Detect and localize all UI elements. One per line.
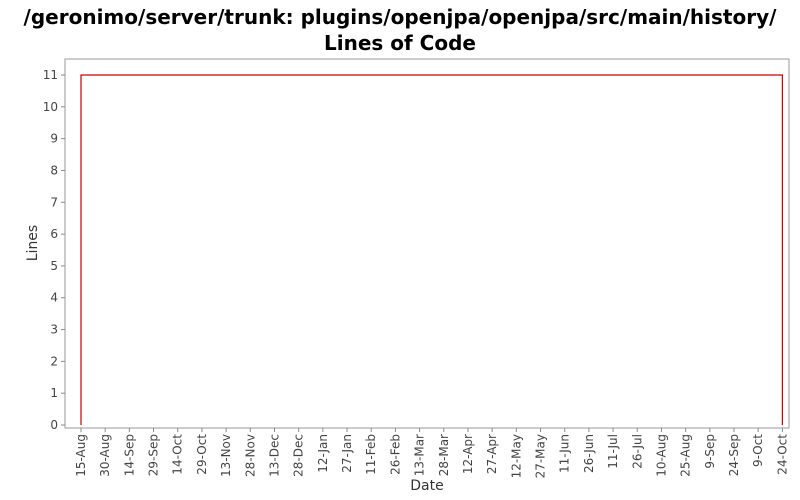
y-axis-title: Lines <box>25 225 41 261</box>
y-tick-label: 7 <box>50 195 58 209</box>
x-tick-label: 14-Oct <box>171 434 185 475</box>
x-tick-label: 12-Jan <box>316 434 330 473</box>
x-axis: 15-Aug 30-Aug 14-Sep 29-Sep 14-Oct 29-Oct 13-N… <box>74 428 789 478</box>
x-tick-label: 11-Jul <box>606 434 620 469</box>
plot-area <box>64 58 790 429</box>
y-tick-label: 11 <box>43 68 58 82</box>
x-tick-label: 11-Jun <box>558 434 572 473</box>
y-tick-label: 3 <box>50 323 58 337</box>
x-tick-label: 9-Sep <box>703 434 717 469</box>
x-tick-label: 25-Aug <box>679 434 693 477</box>
x-tick-label: 29-Oct <box>195 434 209 475</box>
x-tick-label: 28-Mar <box>437 434 451 476</box>
x-tick-label: 9-Oct <box>751 434 765 467</box>
x-tick-label: 28-Dec <box>292 434 306 477</box>
x-tick-label: 10-Aug <box>654 434 668 477</box>
x-tick-label: 14-Sep <box>122 434 136 476</box>
y-tick-label: 0 <box>50 418 58 432</box>
y-tick-label: 10 <box>43 100 58 114</box>
x-tick-label: 27-May <box>534 434 548 478</box>
x-tick-label: 26-Jul <box>630 434 644 469</box>
x-tick-label: 15-Aug <box>74 434 88 477</box>
x-tick-label: 13-Mar <box>413 434 427 476</box>
x-tick-label: 12-May <box>509 434 523 478</box>
x-tick-label: 30-Aug <box>98 434 112 477</box>
x-tick-label: 13-Nov <box>219 434 233 477</box>
y-tick-label: 6 <box>50 227 58 241</box>
x-tick-label: 24-Oct <box>775 434 789 475</box>
x-tick-label: 27-Jan <box>340 434 354 473</box>
series-layer <box>80 74 783 425</box>
y-tick-label: 8 <box>50 163 58 177</box>
y-tick-label: 2 <box>50 354 58 368</box>
x-axis-title: Date <box>410 478 443 494</box>
x-tick-label: 12-Apr <box>461 434 475 474</box>
chart-title: /geronimo/server/trunk: plugins/openjpa/… <box>23 5 777 55</box>
y-axis: 0 1 2 3 4 5 6 7 8 9 10 11 <box>43 68 65 432</box>
y-tick-label: 4 <box>50 291 58 305</box>
x-tick-label: 29-Sep <box>147 434 161 476</box>
x-tick-label: 11-Feb <box>364 434 378 475</box>
x-tick-label: 28-Nov <box>243 434 257 477</box>
x-tick-label: 26-Feb <box>388 434 402 475</box>
x-tick-label: 24-Sep <box>727 434 741 476</box>
y-tick-label: 9 <box>50 132 58 146</box>
x-tick-label: 27-Apr <box>485 434 499 474</box>
y-tick-label: 1 <box>50 386 58 400</box>
series-line <box>80 74 783 425</box>
x-tick-label: 13-Dec <box>267 434 281 477</box>
x-tick-label: 26-Jun <box>582 434 596 473</box>
y-tick-label: 5 <box>50 259 58 273</box>
